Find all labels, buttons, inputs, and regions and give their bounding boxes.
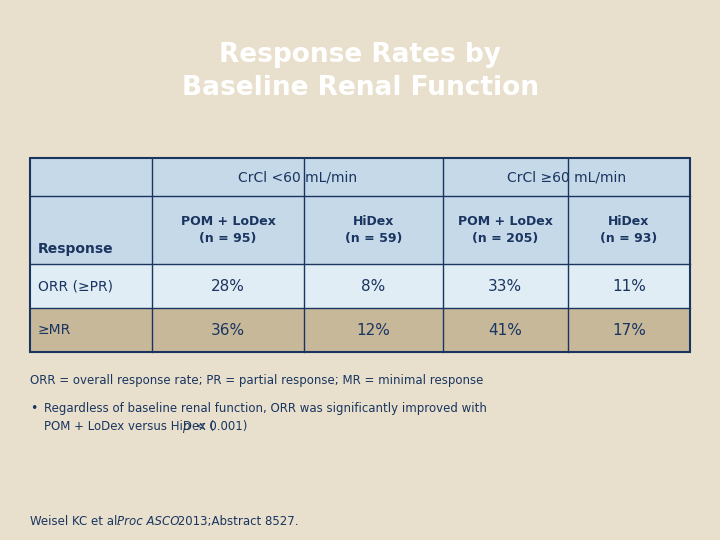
Text: HiDex
(n = 93): HiDex (n = 93) [600, 215, 657, 245]
Bar [30, 158, 690, 352]
Bar [30, 308, 152, 352]
Bar [568, 308, 690, 352]
Text: •: • [30, 402, 37, 415]
Text: 11%: 11% [612, 279, 646, 294]
Text: POM + LoDex versus HiDex (: POM + LoDex versus HiDex ( [44, 420, 215, 433]
Text: p: p [182, 420, 189, 433]
Text: ORR = overall response rate; PR = partial response; MR = minimal response: ORR = overall response rate; PR = partia… [30, 374, 483, 387]
Bar [304, 308, 443, 352]
Text: Regardless of baseline renal function, ORR was significantly improved with: Regardless of baseline renal function, O… [44, 402, 487, 415]
Text: CrCl ≥60 mL/min: CrCl ≥60 mL/min [507, 170, 626, 184]
Text: POM + LoDex
(n = 205): POM + LoDex (n = 205) [458, 215, 553, 245]
Text: 36%: 36% [211, 322, 245, 338]
Text: Response: Response [38, 242, 114, 256]
Bar [443, 196, 568, 264]
Bar [152, 158, 443, 196]
Bar [443, 308, 568, 352]
Bar [30, 264, 152, 308]
Text: HiDex
(n = 59): HiDex (n = 59) [344, 215, 402, 245]
Text: Response Rates by
Baseline Renal Function: Response Rates by Baseline Renal Functio… [181, 42, 539, 101]
Bar [443, 158, 690, 196]
Text: < 0.001): < 0.001) [192, 420, 248, 433]
Bar [152, 196, 304, 264]
Text: 12%: 12% [356, 322, 390, 338]
Text: 17%: 17% [612, 322, 646, 338]
Text: ≥MR: ≥MR [38, 323, 71, 337]
Text: CrCl <60 mL/min: CrCl <60 mL/min [238, 170, 357, 184]
Text: 8%: 8% [361, 279, 385, 294]
Bar [304, 264, 443, 308]
Text: Weisel KC et al.: Weisel KC et al. [30, 515, 125, 528]
Text: 33%: 33% [488, 279, 522, 294]
Bar [568, 196, 690, 264]
Bar [30, 196, 152, 264]
Bar [304, 196, 443, 264]
Text: 28%: 28% [211, 279, 245, 294]
Text: 2013;Abstract 8527.: 2013;Abstract 8527. [174, 515, 299, 528]
Text: ORR (≥PR): ORR (≥PR) [38, 279, 113, 293]
Text: Proc ASCO: Proc ASCO [117, 515, 179, 528]
Bar [30, 158, 152, 196]
Bar [152, 308, 304, 352]
Bar [152, 264, 304, 308]
Text: 41%: 41% [488, 322, 522, 338]
Bar [568, 264, 690, 308]
Bar [443, 264, 568, 308]
Text: POM + LoDex
(n = 95): POM + LoDex (n = 95) [181, 215, 276, 245]
